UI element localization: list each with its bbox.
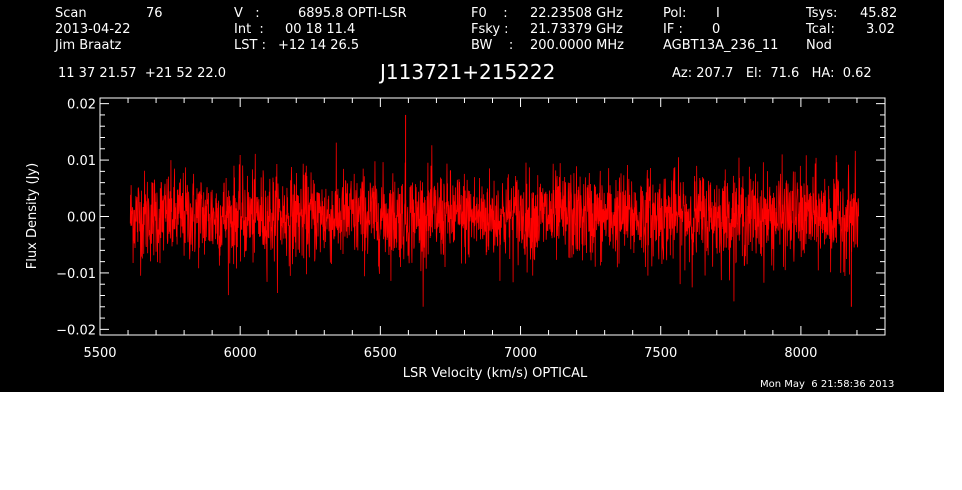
tsys-value: 45.82 [860,6,898,21]
if-label: IF : [663,22,683,37]
az-el-ha: Az: 207.7 El: 71.6 HA: 0.62 [672,66,872,81]
y-axis-title: Flux Density (Jy) [25,163,40,269]
velocity-value: 6895.8 OPTI-LSR [298,6,407,21]
tsys-label: Tsys: [806,6,838,21]
fsky-label: Fsky : [471,22,509,37]
procedure-name: Nod [806,38,832,53]
observer-name: Jim Braatz [55,38,122,53]
x-axis-title: LSR Velocity (km/s) OPTICAL [403,366,588,381]
scan-number: 76 [146,6,163,21]
x-tick-label: 6000 [224,346,257,361]
x-tick-label: 6500 [364,346,397,361]
if-value: 0 [712,22,721,37]
scan-label: Scan [55,6,87,21]
bw-label: BW : [471,38,514,53]
spectrum-line [129,142,860,307]
y-tick-label: 0.00 [67,211,96,226]
x-tick-label: 7000 [504,346,537,361]
f0-label: F0 : [471,6,508,21]
spectrum-series [129,114,860,307]
pol-label: Pol: [663,6,687,21]
object-name: J113721+215222 [380,60,556,84]
x-tick-label: 8000 [784,346,817,361]
int-label: Int : [234,22,264,37]
tcal-value: 3.02 [866,22,895,37]
source-coordinates: 11 37 21.57 +21 52 22.0 [58,66,227,81]
y-tick-label: 0.01 [67,154,96,169]
bw-value: 200.0000 MHz [530,38,624,53]
fsky-value: 21.73379 GHz [530,22,623,37]
axis-ticks [99,98,886,335]
y-tick-label: −0.01 [56,267,96,282]
y-tick-label: −0.02 [56,323,96,338]
tcal-label: Tcal: [806,22,835,37]
x-tick-label: 7500 [644,346,677,361]
int-value: 00 18 11.4 [285,22,356,37]
axis-tick-labels: 5500 6000 6500 7000 7500 8000 −0.02 −0.01 0.00 0.… [56,98,817,361]
velocity-label: V : [234,6,260,21]
render-timestamp: Mon May 6 21:58:36 2013 [760,379,895,390]
project-id: AGBT13A_236_11 [663,38,779,53]
observation-date: 2013-04-22 [55,22,131,37]
spectrum-plot: 5500 6000 6500 7000 7500 8000 −0.02 −0.01 0.00 0.… [25,97,886,381]
pol-value: I [716,6,720,21]
lst-label: LST : [234,38,266,53]
x-tick-label: 5500 [83,346,116,361]
gbtidl-plot-window: Scan 76 V : 6895.8 OPTI-LSR F0 : 22.2350… [0,0,944,392]
f0-value: 22.23508 GHz [530,6,623,21]
lst-value: +12 14 26.5 [278,38,360,53]
y-tick-label: 0.02 [67,98,96,113]
